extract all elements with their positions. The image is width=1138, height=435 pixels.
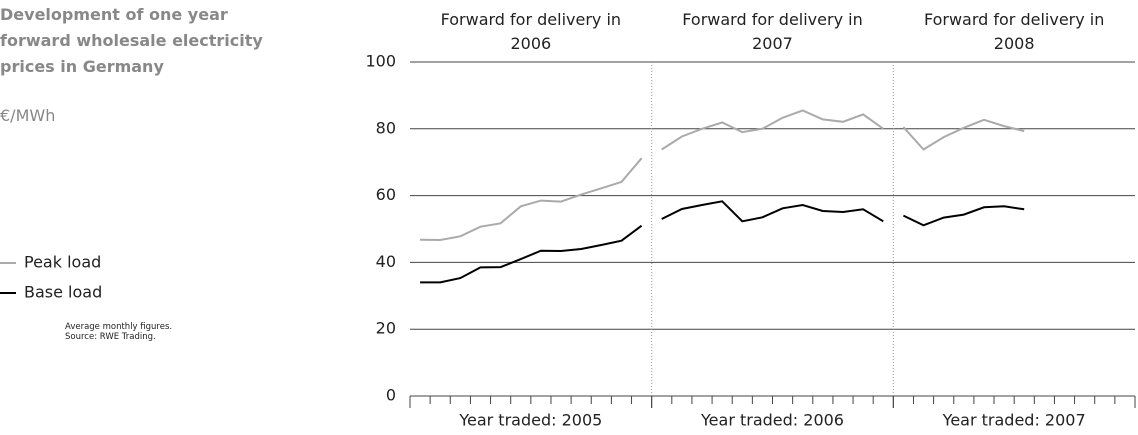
- chart-title: Development of one year forward wholesal…: [0, 5, 263, 76]
- panel-header: Forward for delivery in 2007: [682, 10, 863, 53]
- notes: Average monthly figures. Source: RWE Tra…: [65, 322, 172, 342]
- y-tick-label: 100: [365, 52, 396, 71]
- legend-label: Peak load: [24, 253, 101, 272]
- note: Source: RWE Trading.: [65, 332, 156, 342]
- series-line: [420, 157, 643, 242]
- series-line: [661, 200, 884, 223]
- y-tick-label: 0: [386, 386, 396, 405]
- y-tick-label: 60: [376, 185, 396, 204]
- series-line: [902, 118, 1025, 151]
- y-tick-label: 40: [376, 252, 396, 271]
- note: Average monthly figures.: [65, 322, 173, 332]
- series-line: [661, 109, 884, 151]
- legend-label: Base load: [24, 283, 102, 302]
- unit-label: €/MWh: [0, 106, 56, 125]
- panel-header: Forward for delivery in 2008: [923, 10, 1105, 53]
- y-tick-label: 80: [376, 118, 396, 137]
- x-axis-label: Year traded: 2005: [458, 411, 602, 430]
- x-axis-label: Year traded: 2007: [942, 411, 1086, 430]
- series-line: [420, 224, 643, 284]
- panel-header: Forward for delivery in 2006: [440, 10, 622, 53]
- x-axis-label: Year traded: 2006: [700, 411, 844, 430]
- y-tick-label: 20: [376, 319, 396, 338]
- series-line: [902, 205, 1025, 227]
